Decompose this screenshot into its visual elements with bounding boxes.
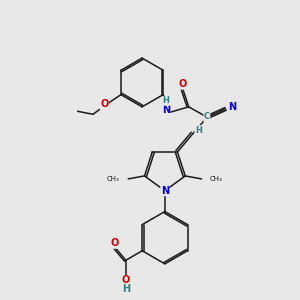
Text: O: O [179, 79, 187, 89]
Text: H: H [195, 125, 202, 134]
Text: N: N [162, 105, 170, 116]
Text: O: O [122, 275, 130, 286]
Text: N: N [228, 102, 236, 112]
Text: O: O [100, 100, 108, 110]
Text: N: N [161, 186, 169, 196]
Text: C: C [204, 112, 210, 122]
Text: H: H [163, 96, 170, 105]
Text: O: O [110, 238, 119, 248]
Text: CH₃: CH₃ [107, 176, 120, 182]
Text: CH₃: CH₃ [210, 176, 223, 182]
Text: H: H [122, 284, 130, 294]
